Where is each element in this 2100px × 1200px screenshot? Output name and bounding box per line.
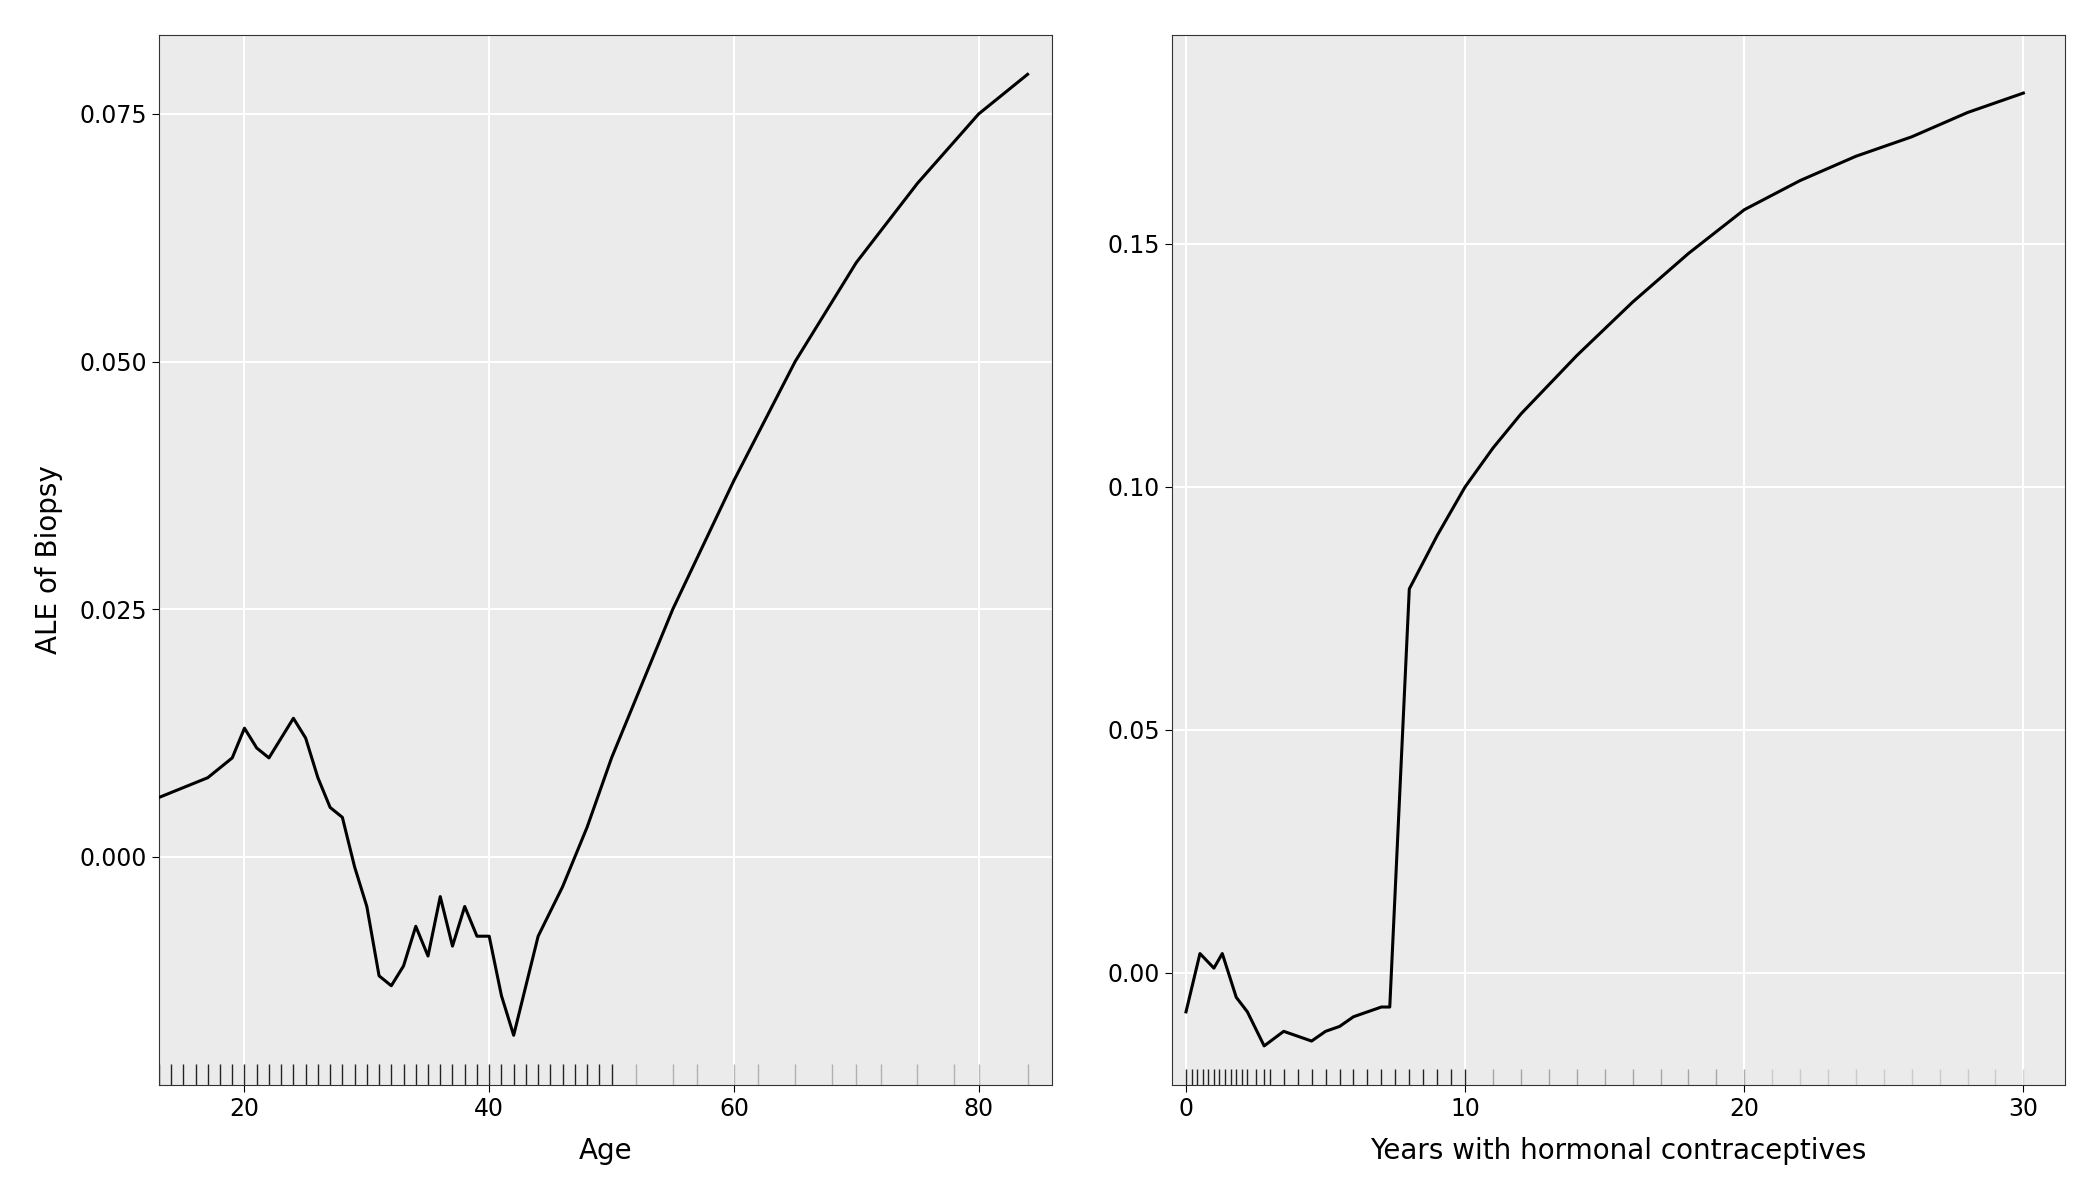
X-axis label: Years with hormonal contraceptives: Years with hormonal contraceptives (1371, 1138, 1867, 1165)
Y-axis label: ALE of Biopsy: ALE of Biopsy (36, 466, 63, 654)
X-axis label: Age: Age (580, 1138, 632, 1165)
